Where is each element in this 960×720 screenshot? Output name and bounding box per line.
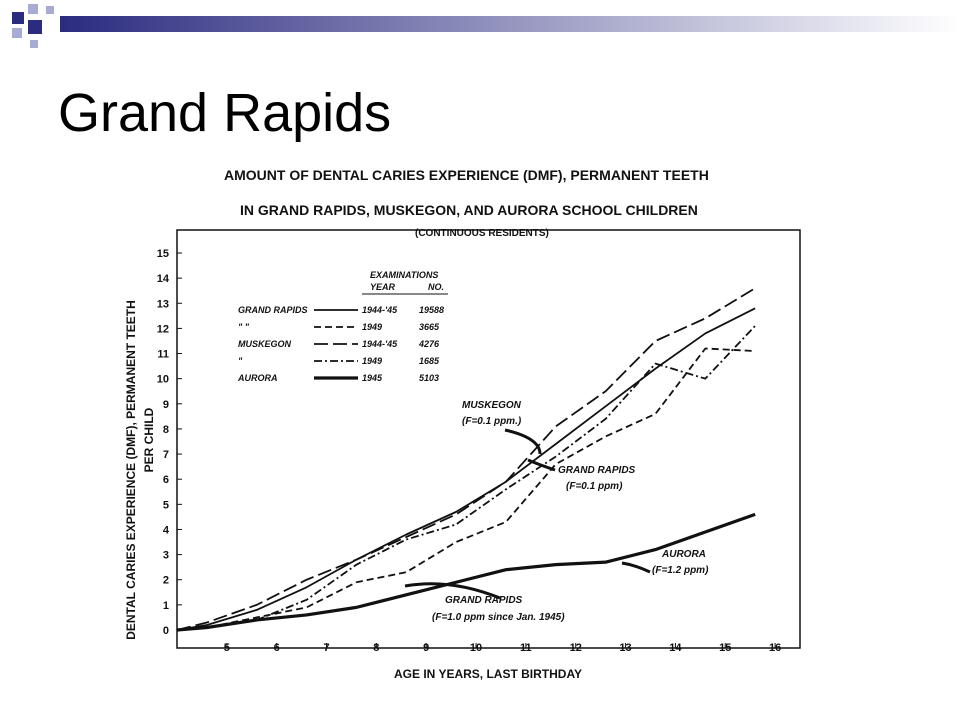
legend-count: 1685 [419, 356, 440, 366]
slide-title: Grand Rapids [58, 83, 392, 143]
y-tick-label: 10 [157, 374, 169, 386]
legend-count: 4276 [418, 339, 440, 349]
x-tick-label: 10 [470, 642, 482, 654]
deco-gradient-bar [60, 16, 960, 32]
legend-group: " " [238, 322, 250, 332]
series-lines [176, 287, 756, 632]
y-tick-label: 14 [157, 273, 170, 285]
y-tick-label: 2 [163, 575, 169, 587]
deco-square-dark [28, 20, 42, 34]
legend-count: 3665 [419, 322, 440, 332]
y-tick-label: 7 [163, 449, 169, 461]
legend-count: 19588 [419, 305, 444, 315]
x-tick-label: 7 [323, 642, 329, 654]
annotations: MUSKEGON (F=0.1 ppm.) GRAND RAPIDS (F=0.… [432, 400, 709, 623]
legend-year: 1945 [362, 373, 383, 383]
x-tick-label: 8 [373, 642, 379, 654]
series-line-4 [176, 512, 756, 632]
x-tick-label: 12 [570, 642, 582, 654]
y-tick-label: 6 [163, 474, 169, 486]
annotation-grand-rapids-01: GRAND RAPIDS [558, 465, 636, 476]
x-tick-label: 9 [423, 642, 429, 654]
legend-group: AURORA [237, 373, 278, 383]
y-axis-label-line2: PER CHILD [142, 407, 156, 472]
y-tick-label: 13 [157, 298, 169, 310]
plot-frame [176, 229, 801, 649]
dmf-chart: AMOUNT OF DENTAL CARIES EXPERIENCE (DMF)… [124, 167, 801, 681]
annotation-muskegon: MUSKEGON [462, 400, 522, 411]
series-line-0 [176, 307, 756, 631]
y-tick-label: 15 [157, 248, 169, 260]
legend-col-year: YEAR [370, 282, 396, 292]
annotation-grand-rapids-10-value: (F=1.0 ppm since Jan. 1945) [432, 612, 565, 623]
legend-header: EXAMINATIONS [370, 270, 438, 280]
y-tick-label: 8 [163, 424, 169, 436]
x-tick-label: 13 [619, 642, 631, 654]
legend-rows: GRAND RAPIDS 1944-'45 19588 " " 1949 3665 MUSK… [237, 305, 444, 383]
x-axis-label: AGE IN YEARS, LAST BIRTHDAY [394, 667, 582, 681]
annotation-arrows [404, 428, 651, 600]
x-tick-label: 15 [719, 642, 731, 654]
arrow-aurora [621, 561, 651, 574]
x-tick-label: 14 [669, 642, 682, 654]
legend-year: 1949 [362, 322, 382, 332]
series-line-2 [176, 287, 756, 631]
y-tick-label: 11 [157, 349, 169, 361]
arrow-grand-rapids-01 [527, 458, 556, 472]
arrow-grand-rapids-10 [404, 582, 501, 600]
deco-square-light [12, 28, 22, 38]
annotation-aurora: AURORA [661, 549, 706, 560]
legend-group: GRAND RAPIDS [238, 305, 308, 315]
arrow-muskegon [504, 428, 542, 455]
legend-group: MUSKEGON [238, 339, 292, 349]
y-tick-label: 3 [163, 550, 169, 562]
y-tick-label: 12 [157, 323, 169, 335]
deco-square-dark [12, 12, 24, 24]
legend-count: 5103 [419, 373, 439, 383]
legend-group: " [238, 356, 243, 366]
y-axis-label: DENTAL CARIES EXPERIENCE (DMF), PERMANEN… [124, 300, 138, 640]
annotation-grand-rapids-01-value: (F=0.1 ppm) [566, 481, 623, 492]
x-tick-label: 5 [224, 642, 230, 654]
y-tick-label: 5 [163, 499, 169, 511]
deco-square-light [46, 6, 54, 14]
legend: EXAMINATIONS YEAR NO. GRAND RAPIDS 1944-'… [237, 270, 448, 383]
y-tick-label: 9 [163, 399, 169, 411]
x-tick-label: 11 [520, 642, 532, 654]
series-line-1 [176, 347, 756, 631]
y-tick-label: 1 [163, 600, 169, 612]
chart-title-line2: IN GRAND RAPIDS, MUSKEGON, AND AURORA SC… [240, 202, 698, 218]
annotation-muskegon-value: (F=0.1 ppm.) [462, 416, 522, 427]
deco-square-light [28, 4, 38, 14]
chart-title: AMOUNT OF DENTAL CARIES EXPERIENCE (DMF)… [224, 167, 709, 183]
title-decoration [12, 4, 960, 48]
annotation-aurora-value: (F=1.2 ppm) [652, 565, 709, 576]
legend-year: 1949 [362, 356, 382, 366]
x-tick-label: 6 [274, 642, 280, 654]
legend-year: 1944-'45 [362, 305, 398, 315]
x-axis-ticks: 5 6 7 8 9 10 11 12 13 14 15 16 [224, 642, 781, 654]
chart-subtitle: (CONTINUOUS RESIDENTS) [415, 228, 549, 239]
y-tick-label: 0 [163, 625, 169, 637]
x-tick-label: 16 [769, 642, 781, 654]
deco-square-light [30, 40, 38, 48]
legend-year: 1944-'45 [362, 339, 398, 349]
y-tick-label: 4 [163, 524, 170, 536]
series-line-3 [176, 325, 756, 631]
legend-col-no: NO. [428, 282, 444, 292]
annotation-grand-rapids-10: GRAND RAPIDS [445, 595, 523, 606]
